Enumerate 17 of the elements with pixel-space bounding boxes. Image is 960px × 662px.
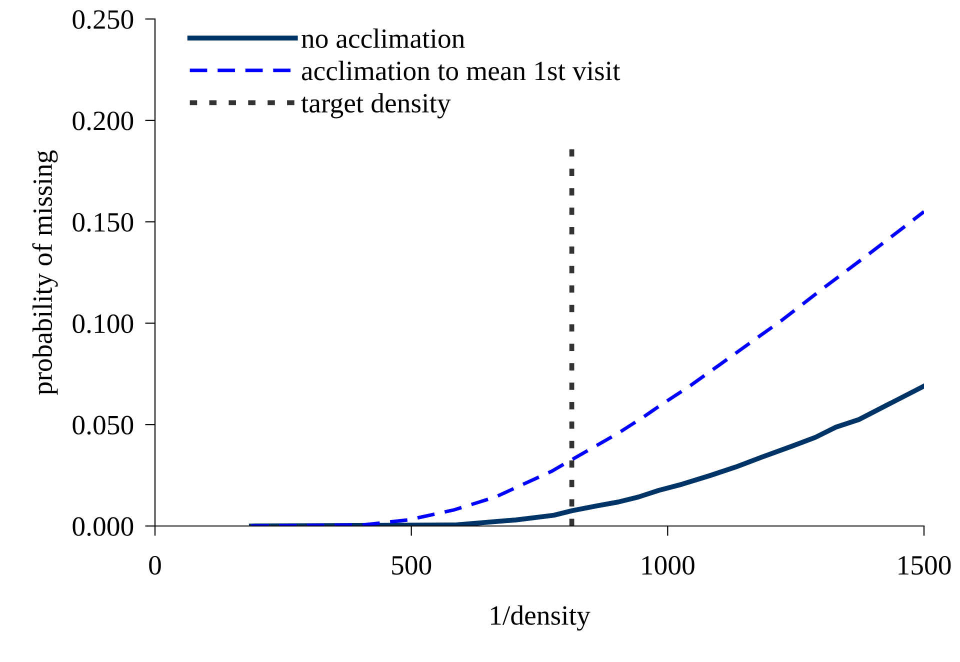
y-axis-title: probability of missing bbox=[32, 150, 58, 395]
line-series bbox=[250, 210, 924, 526]
y-tick-label: 0.050 bbox=[72, 416, 134, 435]
y-tick-label: 0.000 bbox=[72, 517, 134, 536]
x-tick-label: 0 bbox=[149, 556, 161, 575]
y-tick-label: 0.100 bbox=[72, 314, 134, 334]
y-tick-label: 0.200 bbox=[72, 112, 134, 130]
x-tick-label: 500 bbox=[392, 556, 432, 575]
y-tick-label: 0.150 bbox=[72, 212, 134, 232]
line-series bbox=[248, 384, 924, 526]
x-tick-label: 1000 bbox=[642, 556, 694, 575]
x-tick-label: 1500 bbox=[898, 556, 951, 575]
legend-label: no acclimation bbox=[302, 28, 465, 48]
legend-label: target density bbox=[301, 93, 451, 118]
x-axis-title: 1/density bbox=[491, 605, 590, 631]
legend-label: acclimation to mean 1st visit bbox=[302, 60, 620, 80]
y-tick-label: 0.250 bbox=[72, 10, 134, 30]
